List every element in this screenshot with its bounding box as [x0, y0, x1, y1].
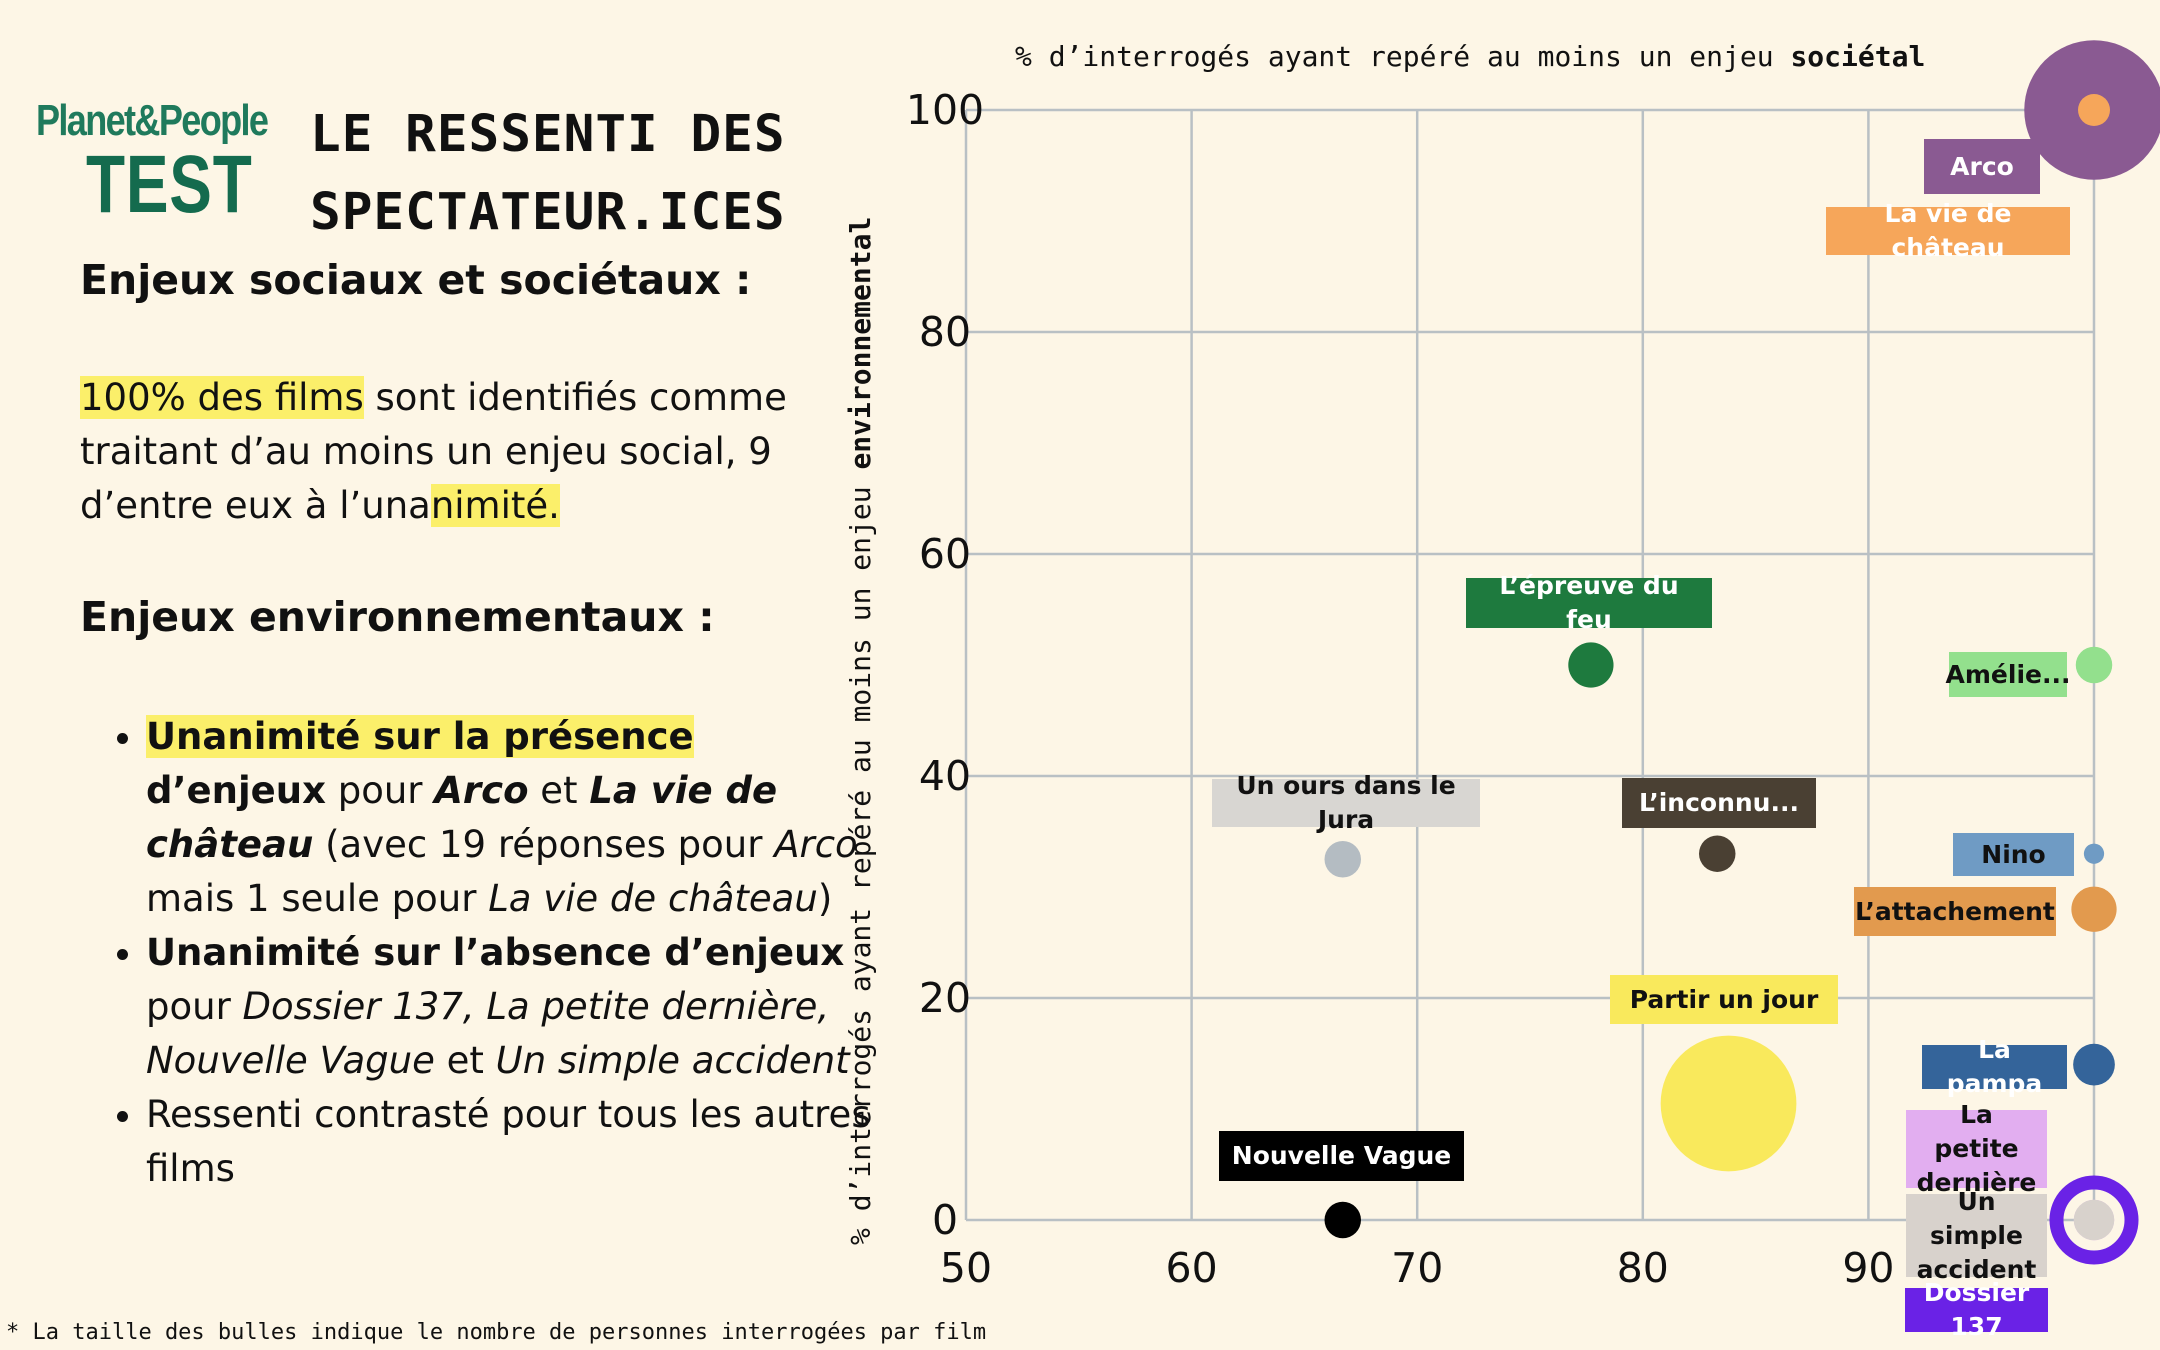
list-item: Unanimité sur l’absence d’enjeux pour Do…	[146, 926, 886, 1088]
x-tick-label: 50	[940, 1244, 992, 1292]
bubble-un-ours-dans-le-jura	[1324, 841, 1361, 878]
chart-bubbles	[1324, 40, 2160, 1265]
bubble-la-pampa	[2073, 1043, 2115, 1086]
bubble-label: Un ours dans le Jura	[1212, 771, 1480, 834]
list-item: Unanimité sur la présence d’enjeux pour …	[146, 710, 886, 926]
y-tick-label: 20	[919, 974, 971, 1022]
social-heading: Enjeux sociaux et sociétaux :	[80, 256, 752, 304]
bubble-label: Un simple accident	[1906, 1187, 2047, 1284]
y-tick-label: 100	[906, 86, 984, 134]
bubble-un-simple-accident	[2073, 1199, 2115, 1241]
bubble-label: L’épreuve du feu	[1466, 571, 1712, 634]
bubble-label: Amélie...	[1946, 652, 2070, 697]
bubble-label: L’attachement	[1854, 887, 2056, 936]
bubble-dossier-137	[2049, 1175, 2139, 1265]
social-text-b: nimité.	[430, 484, 560, 527]
bubble-label: La petite dernière	[1906, 1100, 2047, 1197]
y-tick-label: 40	[919, 752, 971, 800]
x-tick-label: 70	[1391, 1244, 1443, 1292]
y-tick-label: 80	[919, 308, 971, 356]
y-tick-label: 60	[919, 530, 971, 578]
bubble-label: La pampa	[1922, 1035, 2067, 1098]
page-title: LE RESSENTI DES SPECTATEUR.ICES	[310, 105, 786, 242]
environment-heading: Enjeux environnementaux :	[80, 593, 715, 641]
bubble-la-vie-de-ch-teau	[2078, 94, 2110, 126]
x-axis-label: % d’interrogés ayant repéré au moins un …	[1015, 40, 1925, 73]
bubble-l-attachement	[2071, 886, 2117, 932]
bubble-label: Nouvelle Vague	[1219, 1131, 1464, 1181]
logo-line-2: TEST	[86, 139, 253, 230]
social-highlight: 100% des films	[80, 376, 364, 419]
logo-line-1: Planet&People	[36, 96, 269, 145]
bubble-label: L’inconnu...	[1622, 778, 1816, 828]
bubble-l-inconnu	[1699, 835, 1736, 872]
logo: Planet&People TEST	[36, 96, 280, 226]
footnote: * La taille des bulles indique le nombre…	[6, 1320, 987, 1345]
x-tick-label: 80	[1617, 1244, 1669, 1292]
social-paragraph: 100% des films sont identifiés comme tra…	[80, 371, 820, 533]
bubble-label: La vie de château	[1826, 199, 2070, 262]
bubble-label: Nino	[1953, 833, 2074, 876]
y-tick-label: 0	[932, 1196, 958, 1244]
bubble-l-preuve-du-feu	[1568, 642, 1614, 688]
environment-list: Unanimité sur la présence d’enjeux pour …	[80, 710, 886, 1196]
list-item: Ressenti contrasté pour tous les autres …	[146, 1088, 886, 1196]
bubble-am-lie	[2075, 646, 2113, 684]
social-text-a: sont identifiés comme traitant d’au moin…	[80, 376, 787, 527]
bubble-nouvelle-vague	[1324, 1201, 1361, 1239]
bubble-nino	[2083, 843, 2105, 864]
bubble-label: Dossier 137	[1905, 1278, 2048, 1341]
x-tick-label: 60	[1166, 1244, 1218, 1292]
x-tick-label: 90	[1842, 1244, 1894, 1292]
bubble-label: Arco	[1924, 139, 2040, 194]
chart-ticks: 50 60 70 80 90 0 20 40 60 80 100	[906, 86, 1895, 1292]
bubble-label: Partir un jour	[1610, 975, 1838, 1024]
y-axis-label: % d’interrogés ayant repéré au moins un …	[844, 217, 877, 1245]
bubble-partir-un-jour	[1660, 1035, 1797, 1172]
